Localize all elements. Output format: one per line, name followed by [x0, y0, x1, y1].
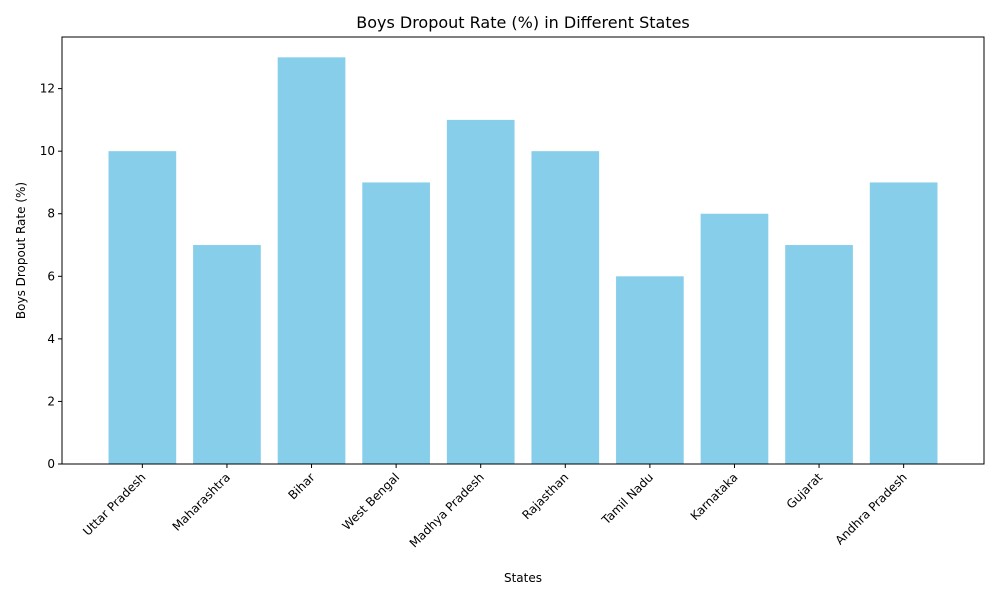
- x-axis: Uttar Pradesh Maharashtra Bihar West Bengal…: [80, 464, 910, 550]
- y-tick-label: 2: [47, 394, 55, 408]
- plot-area: [61, 36, 985, 465]
- x-tick-label: Andhra Pradesh: [832, 470, 909, 547]
- chart-title: Boys Dropout Rate (%) in Different State…: [356, 13, 690, 32]
- y-tick-label: 8: [47, 207, 55, 221]
- x-tick-label: West Bengal: [339, 470, 402, 533]
- x-tick-label: Tamil Nadu: [598, 470, 656, 528]
- x-tick-label: Uttar Pradesh: [80, 470, 148, 538]
- x-tick-label: Maharashtra: [170, 470, 234, 534]
- y-axis-label: Boys Dropout Rate (%): [14, 182, 28, 319]
- x-tick-label: Bihar: [286, 470, 318, 502]
- bar-andhra-pradesh: [869, 182, 938, 464]
- y-tick-label: 4: [47, 332, 55, 346]
- bar-maharashtra: [193, 245, 261, 464]
- x-tick-label: Gujarat: [784, 470, 826, 512]
- x-tick-label: Madhya Pradesh: [407, 470, 487, 550]
- bar-uttar-pradesh: [108, 151, 177, 464]
- plot-frame: [61, 36, 985, 465]
- bars: [108, 57, 938, 465]
- y-tick-label: 12: [40, 82, 55, 96]
- bar-tamil-nadu: [616, 276, 684, 464]
- bar-karnataka: [700, 213, 769, 464]
- y-axis: 0 2 4 6 8 10 12: [40, 82, 62, 471]
- y-tick-label: 6: [47, 269, 55, 283]
- x-tick-label: Rajasthan: [519, 470, 571, 522]
- bar-west-bengal: [362, 182, 430, 464]
- bar-rajasthan: [531, 151, 600, 464]
- bar-madhya-pradesh: [446, 119, 515, 465]
- x-axis-label: States: [504, 571, 542, 585]
- y-tick-label: 0: [47, 457, 55, 471]
- y-tick-label: 10: [40, 144, 55, 158]
- bar-gujarat: [785, 245, 853, 464]
- x-tick-label: Karnataka: [688, 470, 741, 523]
- bar-bihar: [277, 57, 346, 464]
